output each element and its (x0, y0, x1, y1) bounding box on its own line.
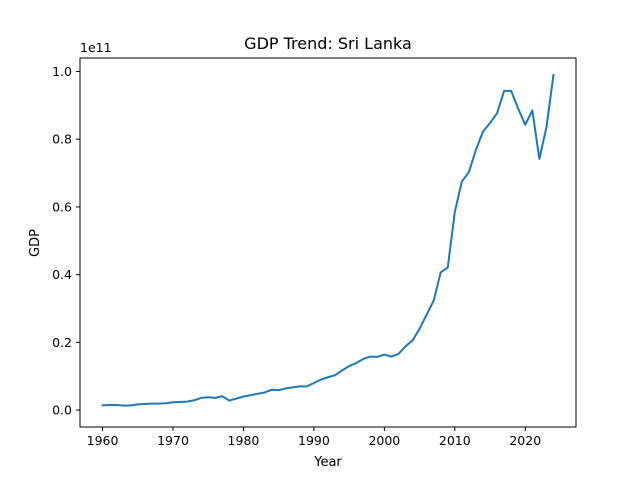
y-tick-label: 0.0 (52, 403, 72, 418)
x-tick-label: 1990 (298, 433, 330, 448)
y-axis-label: GDP (28, 229, 43, 257)
y-tick-label: 0.8 (52, 132, 72, 147)
plot-area: 1960 1970 1980 1990 2000 2010 2020 0.0 0.2 0.4 0.6… (52, 57, 577, 448)
y-offset-label: 1e11 (80, 40, 112, 55)
x-tick-label: 2020 (509, 433, 541, 448)
x-tick-label: 1970 (157, 433, 189, 448)
series-line-0 (101, 73, 555, 407)
y-tick-label: 0.2 (52, 335, 72, 350)
x-tick-label: 1980 (228, 433, 260, 448)
y-tick-label: 0.6 (52, 199, 72, 214)
x-axis-label: Year (313, 455, 342, 470)
x-tick-label: 2010 (439, 433, 471, 448)
chart-title: GDP Trend: Sri Lanka (244, 34, 412, 53)
plot-frame (79, 57, 577, 428)
y-tick-label: 1.0 (52, 64, 72, 79)
x-tick-label: 2000 (368, 433, 400, 448)
x-tick-label: 1960 (87, 433, 119, 448)
y-tick-label: 0.4 (52, 267, 72, 282)
